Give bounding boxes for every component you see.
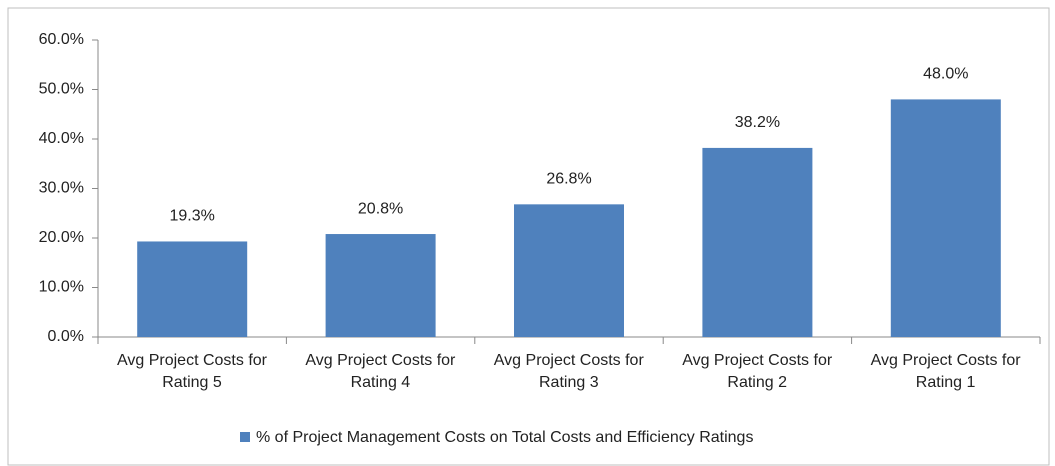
chart-frame bbox=[7, 7, 1050, 466]
legend-swatch bbox=[240, 432, 250, 442]
x-tick-label: Avg Project Costs for Rating 4 bbox=[305, 352, 456, 391]
data-label: 38.2% bbox=[735, 114, 780, 131]
bar bbox=[890, 99, 1001, 338]
y-tick-label: 40.0% bbox=[39, 130, 84, 147]
y-tick-label: 20.0% bbox=[39, 229, 84, 246]
bar bbox=[514, 204, 624, 337]
x-tick-label: Avg Project Costs for Rating 3 bbox=[493, 352, 644, 391]
y-tick-label: 10.0% bbox=[39, 279, 84, 296]
legend-label: % of Project Management Costs on Total C… bbox=[256, 429, 753, 446]
data-label: 48.0% bbox=[923, 66, 968, 83]
y-tick-label: 50.0% bbox=[39, 81, 84, 98]
bar bbox=[702, 147, 813, 337]
data-label: 26.8% bbox=[546, 171, 591, 188]
y-tick-label: 0.0% bbox=[48, 328, 84, 345]
y-tick-label: 30.0% bbox=[39, 180, 84, 197]
x-tick-label: Avg Project Costs for Rating 1 bbox=[870, 352, 1021, 391]
bar bbox=[325, 234, 436, 337]
x-tick-label: Avg Project Costs for Rating 5 bbox=[117, 352, 267, 391]
y-tick-label: 60.0% bbox=[39, 31, 84, 48]
data-label: 20.8% bbox=[358, 200, 403, 217]
x-tick-label: Avg Project Costs for Rating 2 bbox=[682, 352, 833, 391]
data-label: 19.3% bbox=[170, 208, 215, 225]
bar bbox=[137, 241, 248, 337]
